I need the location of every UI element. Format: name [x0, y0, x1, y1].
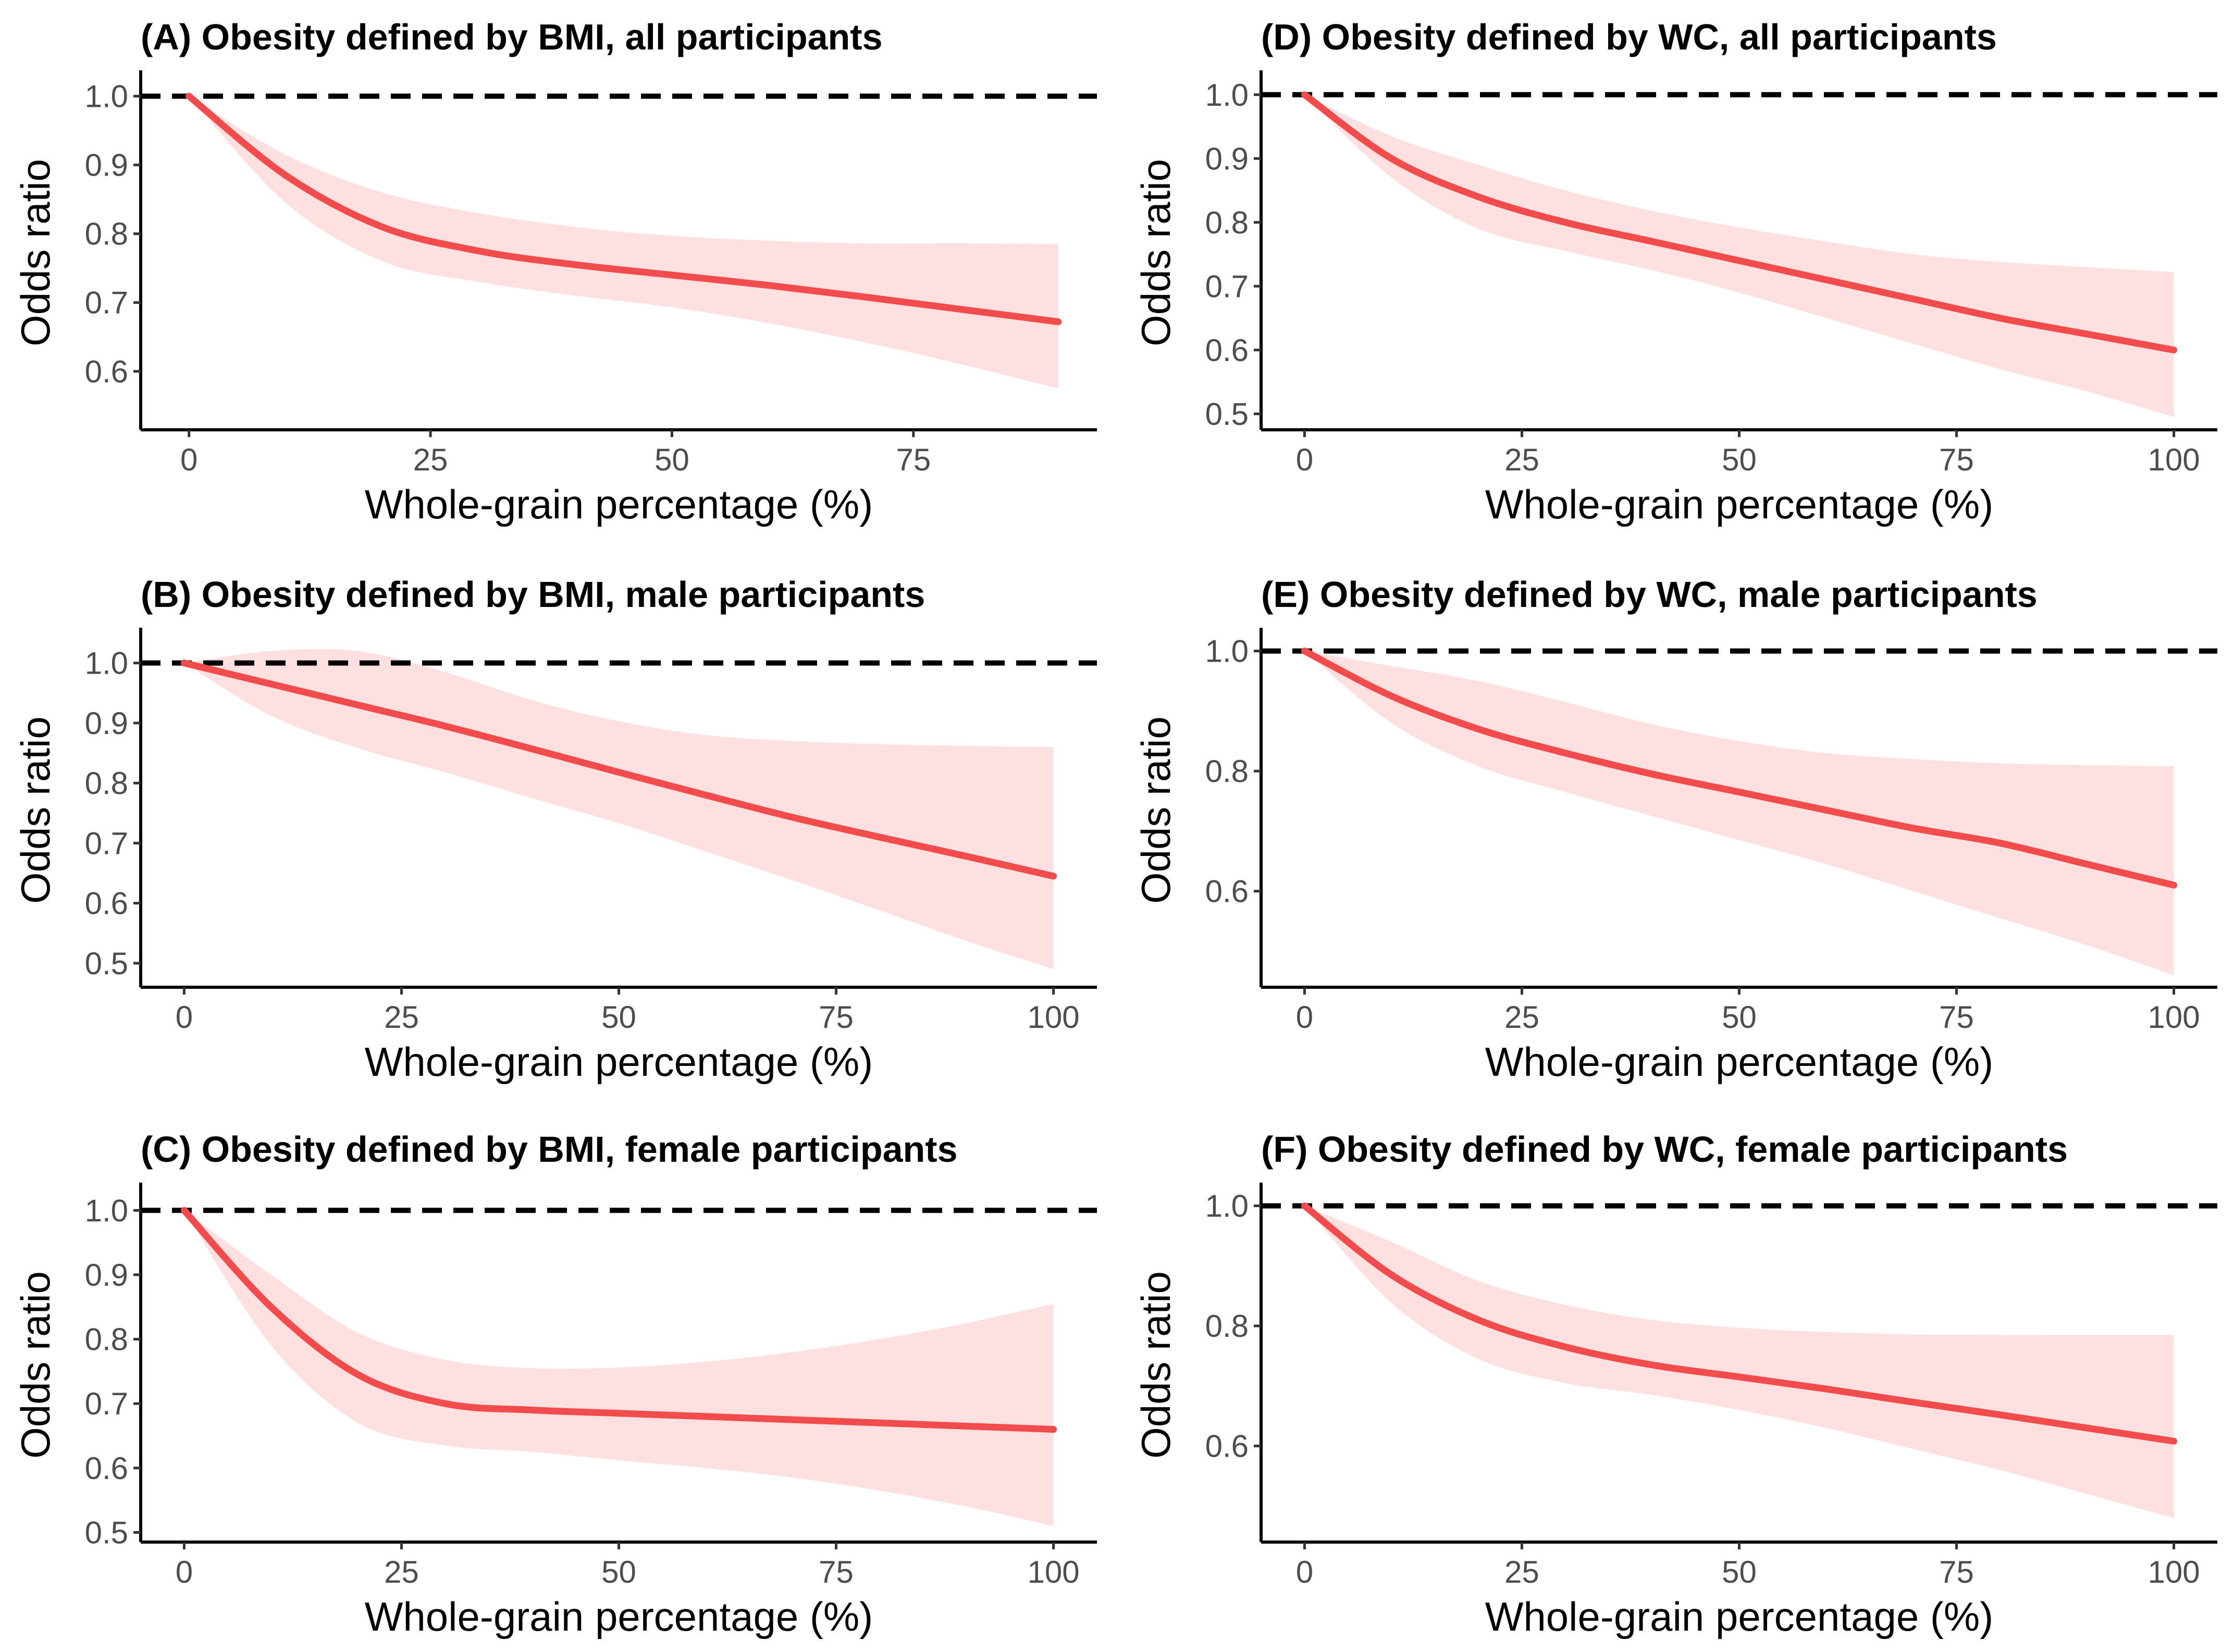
panel-a-y-tick-label: 1.0 [85, 79, 128, 114]
panel-c-x-tick-label: 50 [601, 1555, 636, 1589]
panel-b-y-tick-label: 0.5 [85, 946, 128, 981]
panel-a: 0.6 0.7 0.8 0.9 1.0 0 25 50 75 (A) Obesity define… [13, 17, 1097, 527]
panel-a-ci-band [189, 96, 1058, 389]
panel-c-y-tick-label: 0.6 [85, 1451, 128, 1486]
panel-d-y-axis-title: Odds ratio [1133, 159, 1179, 346]
panel-b-y-tick-label: 1.0 [85, 646, 128, 681]
panel-e-odds-ratio-line [1301, 648, 2178, 889]
panel-d-x-tick-label: 75 [1939, 442, 1974, 477]
panel-e-title: (E) Obesity defined by WC, male particip… [1261, 574, 2038, 615]
panel-c-odds-ratio-line [180, 1207, 1057, 1433]
panel-e-y-tick-label: 0.6 [1205, 874, 1249, 909]
panel-b-x-tick-label: 50 [601, 1000, 636, 1035]
panel-c-y-tick-label: 1.0 [85, 1193, 128, 1228]
panel-e-x-tick-label: 75 [1939, 1000, 1974, 1035]
panel-a-y-tick-label: 0.6 [85, 354, 128, 389]
panel-e-x-tick-label: 50 [1722, 1000, 1757, 1035]
panel-b-x-tick-label: 0 [176, 1000, 193, 1035]
panel-f: 0.6 0.8 1.0 0 25 50 75 100 (F) Obesity defined b… [1133, 1129, 2217, 1639]
panel-d-odds-ratio-line [1301, 91, 2178, 354]
panel-d-ci-band [1304, 94, 2174, 417]
panel-a-x-tick-label: 50 [655, 442, 689, 477]
panel-b-y-tick-label: 0.9 [85, 706, 128, 741]
panel-c-y-tick-label: 0.8 [85, 1322, 128, 1357]
panel-a-x-tick-label: 0 [180, 442, 198, 477]
panel-f-x-tick-label: 0 [1296, 1555, 1313, 1589]
panel-d-x-tick-label: 50 [1722, 442, 1757, 477]
panel-d-y-tick-label: 1.0 [1205, 78, 1249, 113]
panel-d: 0.5 0.6 0.7 0.8 0.9 1.0 0 25 50 75 100 (D) Obesity … [1133, 17, 2217, 527]
panel-c: 0.5 0.6 0.7 0.8 0.9 1.0 0 25 50 75 100 (C) Obesity … [13, 1129, 1097, 1639]
panel-e-y-tick-label: 0.8 [1205, 754, 1249, 789]
panel-a-x-axis-title: Whole-grain percentage (%) [365, 481, 873, 527]
panel-f-y-tick-label: 0.8 [1205, 1309, 1249, 1344]
panel-c-y-tick-label: 0.7 [85, 1386, 128, 1421]
panel-d-x-tick-label: 25 [1504, 442, 1539, 477]
panel-f-x-tick-label: 50 [1722, 1555, 1757, 1589]
panel-e-x-tick-label: 100 [2148, 1000, 2200, 1035]
panel-e: 0.6 0.8 1.0 0 25 50 75 100 (E) Obesity defined b… [1133, 574, 2217, 1085]
panel-e-x-tick-label: 25 [1504, 1000, 1539, 1035]
panel-d-x-axis-title: Whole-grain percentage (%) [1485, 481, 1993, 527]
panel-e-x-tick-label: 0 [1296, 1000, 1313, 1035]
panel-f-y-axis-title: Odds ratio [1133, 1271, 1179, 1459]
panel-f-y-tick-label: 1.0 [1205, 1189, 1249, 1224]
panel-c-x-tick-label: 25 [384, 1555, 419, 1589]
panel-b-y-tick-label: 0.7 [85, 826, 128, 861]
panel-c-x-tick-label: 75 [819, 1555, 854, 1589]
panel-d-y-tick-label: 0.7 [1205, 269, 1249, 304]
panel-a-y-tick-label: 0.7 [85, 285, 128, 320]
panel-f-odds-ratio-line [1301, 1202, 2178, 1445]
panel-e-x-axis-title: Whole-grain percentage (%) [1485, 1039, 1993, 1085]
panel-b-x-tick-label: 100 [1028, 1000, 1080, 1035]
panel-b: 0.5 0.6 0.7 0.8 0.9 1.0 0 25 50 75 100 (B) Obesity … [13, 574, 1097, 1085]
panel-d-y-tick-label: 0.9 [1205, 141, 1249, 176]
panel-c-y-axis-title: Odds ratio [13, 1271, 58, 1459]
panel-d-x-tick-label: 100 [2148, 442, 2200, 477]
panel-a-x-tick-label: 75 [896, 442, 931, 477]
panel-a-y-axis-title: Odds ratio [13, 159, 58, 346]
panel-e-y-tick-label: 1.0 [1205, 634, 1249, 669]
panel-b-title: (B) Obesity defined by BMI, male partici… [141, 574, 925, 615]
panel-f-x-axis-title: Whole-grain percentage (%) [1485, 1594, 1993, 1639]
panel-b-y-axis-title: Odds ratio [13, 716, 58, 904]
panel-f-title: (F) Obesity defined by WC, female partic… [1261, 1129, 2068, 1170]
panel-b-y-tick-label: 0.8 [85, 766, 128, 801]
panel-a-odds-ratio-line [186, 93, 1062, 326]
panel-f-y-tick-label: 0.6 [1205, 1429, 1249, 1464]
panel-d-y-tick-label: 0.8 [1205, 205, 1249, 240]
panel-b-x-tick-label: 75 [819, 1000, 854, 1035]
panel-a-title: (A) Obesity defined by BMI, all particip… [141, 17, 883, 57]
panel-b-odds-ratio-line [180, 660, 1057, 880]
panel-c-x-tick-label: 0 [176, 1555, 193, 1589]
panel-f-ci-band [1304, 1206, 2174, 1518]
panel-d-title: (D) Obesity defined by WC, all participa… [1261, 17, 1997, 57]
panel-c-ci-band [184, 1210, 1054, 1526]
panel-c-title: (C) Obesity defined by BMI, female parti… [141, 1129, 958, 1170]
panel-c-y-tick-label: 0.9 [85, 1258, 128, 1293]
panel-f-x-tick-label: 25 [1504, 1555, 1539, 1589]
panel-b-x-tick-label: 25 [384, 1000, 419, 1035]
panel-d-x-tick-label: 0 [1296, 442, 1313, 477]
panel-c-y-tick-label: 0.5 [85, 1515, 128, 1550]
panel-c-x-tick-label: 100 [1028, 1555, 1080, 1589]
panel-e-y-axis-title: Odds ratio [1133, 716, 1179, 904]
panel-f-x-tick-label: 75 [1939, 1555, 1974, 1589]
panel-f-x-tick-label: 100 [2148, 1555, 2200, 1589]
panel-c-x-axis-title: Whole-grain percentage (%) [365, 1594, 873, 1639]
panel-b-ci-band [184, 649, 1054, 970]
panel-d-y-tick-label: 0.6 [1205, 333, 1249, 368]
panel-b-y-tick-label: 0.6 [85, 886, 128, 921]
panel-a-x-tick-label: 25 [413, 442, 448, 477]
panel-b-x-axis-title: Whole-grain percentage (%) [365, 1039, 873, 1085]
panel-d-y-tick-label: 0.5 [1205, 396, 1249, 431]
panel-a-y-tick-label: 0.8 [85, 217, 128, 252]
panel-e-ci-band [1304, 651, 2174, 975]
panel-a-y-tick-label: 0.9 [85, 148, 128, 183]
